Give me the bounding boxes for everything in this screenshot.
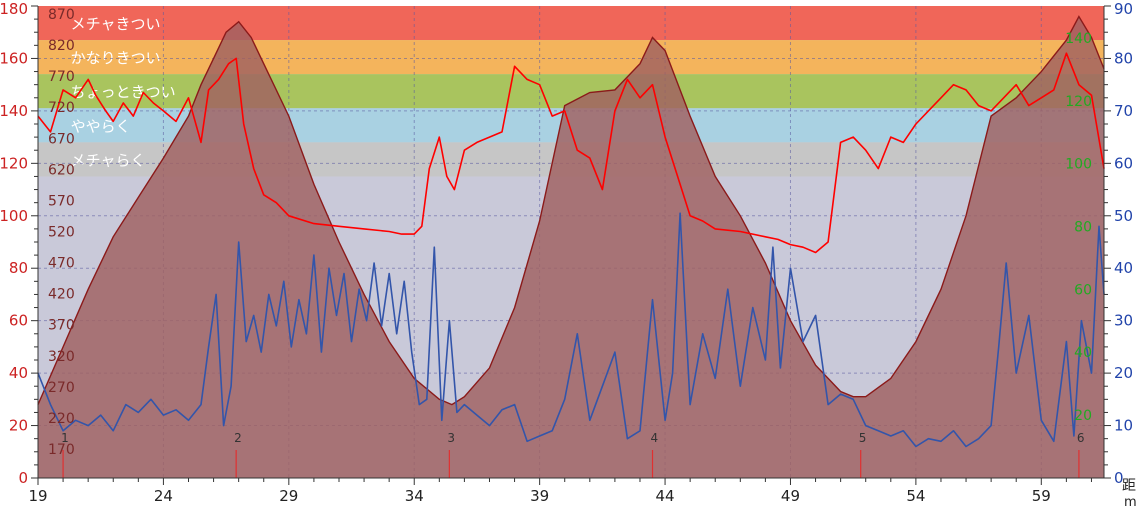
zone-label-5: メチャらく bbox=[71, 151, 146, 169]
inner-left-tick-14: 870 bbox=[48, 7, 75, 23]
y-right-tick-label-8: 80 bbox=[1114, 49, 1133, 67]
y-right-tick-label-9: 90 bbox=[1114, 0, 1133, 18]
series-layer bbox=[37, 15, 1105, 478]
inner-left-axis: 170 220 270 320 370 420 470 520 570 620 670 720 770 8… bbox=[48, 7, 75, 458]
x-axis-label-1: 距 bbox=[1122, 478, 1136, 494]
series-1-line bbox=[37, 52, 1105, 254]
inner-left-tick-12: 770 bbox=[48, 69, 75, 85]
lap-label-6: 6 bbox=[1077, 431, 1085, 445]
series-0-area-fill bbox=[38, 16, 1104, 478]
zone-band-1 bbox=[38, 6, 1104, 41]
y-left-tick-label-1: 20 bbox=[9, 417, 28, 435]
y-left-tick-label-5: 100 bbox=[0, 207, 28, 225]
inner-left-tick-9: 620 bbox=[48, 162, 75, 178]
inner-right-tick-1: 40 bbox=[1074, 345, 1092, 361]
inner-left-tick-8: 570 bbox=[48, 193, 75, 209]
zone-label-1: メチャきつい bbox=[71, 15, 161, 33]
y-left-tick-label-2: 40 bbox=[9, 364, 28, 382]
x-tick-label-7: 54 bbox=[906, 487, 925, 505]
inner-left-tick-2: 270 bbox=[48, 380, 75, 396]
x-tick-label-8: 59 bbox=[1032, 487, 1051, 505]
x-tick-label-4: 39 bbox=[530, 487, 549, 505]
lap-label-4: 4 bbox=[651, 431, 659, 445]
lap-label-2: 2 bbox=[234, 431, 242, 445]
y-left-tick-label-9: 180 bbox=[0, 0, 28, 18]
inner-right-tick-4: 100 bbox=[1065, 157, 1092, 173]
series-0-area-outline bbox=[37, 15, 1105, 406]
y-right-tick-label-2: 20 bbox=[1114, 364, 1133, 382]
zone-label-4: ややらく bbox=[71, 117, 131, 135]
inner-left-tick-5: 420 bbox=[48, 287, 75, 303]
inner-left-tick-13: 820 bbox=[48, 38, 75, 54]
inner-right-tick-2: 60 bbox=[1074, 282, 1092, 298]
inner-left-tick-6: 470 bbox=[48, 256, 75, 272]
y-right-tick-label-7: 70 bbox=[1114, 102, 1133, 120]
x-axis-label-2: m bbox=[1124, 495, 1137, 508]
x-tick-label-3: 34 bbox=[405, 487, 424, 505]
zone-label-2: かなりきつい bbox=[71, 49, 161, 67]
y-left-tick-label-4: 80 bbox=[9, 259, 28, 277]
y-right-tick-label-6: 60 bbox=[1114, 154, 1133, 172]
y-right-tick-label-4: 40 bbox=[1114, 259, 1133, 277]
inner-left-tick-3: 320 bbox=[48, 349, 75, 365]
x-tick-label-1: 24 bbox=[154, 487, 173, 505]
inner-left-tick-4: 370 bbox=[48, 318, 75, 334]
x-tick-label-5: 44 bbox=[656, 487, 675, 505]
y-left-tick-label-3: 60 bbox=[9, 312, 28, 330]
inner-left-tick-1: 220 bbox=[48, 411, 75, 427]
series-2-line bbox=[37, 212, 1105, 448]
lap-label-1: 1 bbox=[61, 431, 69, 445]
inner-right-tick-5: 120 bbox=[1065, 94, 1092, 110]
inner-right-tick-0: 20 bbox=[1074, 408, 1092, 424]
zone-label-3: ちょっときつい bbox=[71, 83, 176, 101]
inner-left-tick-7: 520 bbox=[48, 225, 75, 241]
inner-right-axis: 20 40 60 80 100 120 140 bbox=[1065, 31, 1092, 424]
zone-band-2 bbox=[38, 40, 1104, 75]
lap-label-3: 3 bbox=[447, 431, 455, 445]
inner-right-tick-6: 140 bbox=[1065, 31, 1092, 47]
y-left-tick-label-7: 140 bbox=[0, 102, 28, 120]
inner-left-tick-11: 720 bbox=[48, 100, 75, 116]
y-right-tick-label-3: 30 bbox=[1114, 312, 1133, 330]
inner-right-tick-3: 80 bbox=[1074, 220, 1092, 236]
y-right-tick-label-1: 10 bbox=[1114, 417, 1133, 435]
y-right-tick-label-0: 0 bbox=[1114, 469, 1124, 487]
lap-label-5: 5 bbox=[859, 431, 867, 445]
y-left-tick-label-8: 160 bbox=[0, 49, 28, 67]
inner-left-tick-10: 670 bbox=[48, 131, 75, 147]
x-tick-label-2: 29 bbox=[279, 487, 298, 505]
y-right-tick-label-5: 50 bbox=[1114, 207, 1133, 225]
lap-markers: 1 2 3 4 5 6 bbox=[61, 431, 1085, 478]
x-tick-label-0: 19 bbox=[28, 487, 47, 505]
x-tick-label-6: 49 bbox=[781, 487, 800, 505]
inner-left-tick-0: 170 bbox=[48, 442, 75, 458]
y-left-tick-label-6: 120 bbox=[0, 154, 28, 172]
y-left-tick-label-0: 0 bbox=[18, 469, 28, 487]
